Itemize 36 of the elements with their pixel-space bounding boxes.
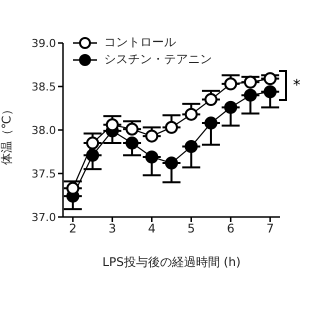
point [224, 100, 238, 114]
point [184, 108, 198, 121]
y-tick-label: 37.5 [32, 167, 56, 180]
point [66, 182, 80, 195]
y-tick-label: 39.0 [32, 36, 56, 50]
legend-label: シスチン・テアニン [104, 51, 212, 68]
y-tick-label: 38.5 [32, 80, 56, 94]
point [126, 122, 139, 136]
y-tick-label: 38.0 [32, 124, 56, 137]
point [145, 130, 158, 143]
x-tick-label: 7 [266, 222, 274, 236]
point [224, 77, 238, 90]
point [126, 136, 139, 150]
point [244, 88, 257, 102]
x-tick-label: 3 [108, 222, 116, 236]
point [264, 72, 277, 86]
x-tick-label: 4 [148, 222, 156, 236]
point [165, 120, 178, 134]
y-axis-title: 体温（℃） [0, 104, 14, 165]
text: * [293, 76, 300, 94]
point [264, 85, 277, 98]
point [204, 116, 218, 130]
x-tick-label: 5 [187, 222, 196, 236]
y-tick-label: 37.0 [32, 210, 56, 224]
point [204, 93, 218, 106]
point [184, 140, 198, 154]
legend-label: コントロール [104, 34, 176, 51]
x-axis-title: LPS投与後の経過時間 (h) [102, 255, 241, 269]
point [106, 118, 119, 132]
point [165, 156, 178, 170]
point [145, 150, 158, 164]
point [86, 136, 100, 150]
x-tick-label: 6 [226, 222, 234, 236]
point [244, 76, 257, 89]
x-tick-label: 2 [69, 222, 77, 236]
point [86, 148, 100, 162]
